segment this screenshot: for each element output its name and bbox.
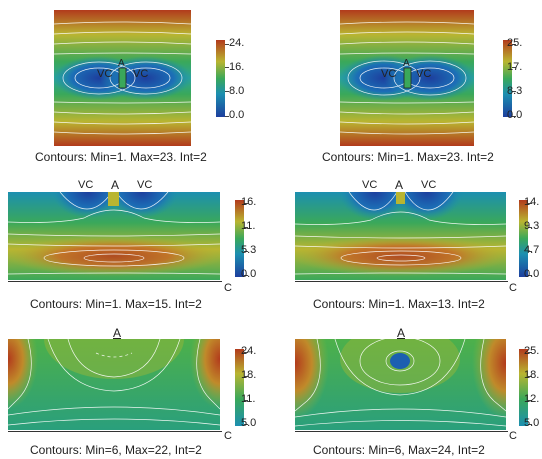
vc-right-label: VC: [416, 68, 432, 80]
vc-left-label: VC: [362, 179, 378, 191]
colorbar: [503, 40, 512, 117]
colorbar-tick: 25.: [524, 345, 540, 357]
colorbar: [235, 349, 244, 426]
c-label: C: [224, 282, 232, 294]
c-label: C: [509, 282, 517, 294]
c-label: C: [224, 430, 232, 442]
panel-caption: Contours: Min=1. Max=23. Int=2: [322, 150, 494, 164]
contour-plot: [295, 339, 506, 430]
colorbar-tick: 11.: [241, 393, 256, 405]
a-label: A: [397, 326, 406, 340]
colorbar-tick: 5.0: [241, 417, 257, 429]
colorbar-tick: 0.0: [241, 268, 257, 280]
colorbar-tick: 5.0: [524, 417, 540, 429]
colorbar-tick: 0.0: [229, 109, 245, 121]
contour-plot: [340, 10, 474, 146]
colorbar-tick: 5.3: [241, 244, 257, 256]
colorbar-tick: 25.: [507, 37, 523, 49]
contour-plot: [295, 192, 506, 280]
colorbar: [216, 40, 225, 117]
colorbar-tick: 4.7: [524, 244, 540, 256]
colorbar-tick: 8.3: [507, 85, 523, 97]
colorbar-tick: 18.: [241, 369, 257, 381]
a-label: A: [118, 58, 125, 69]
panel-caption: Contours: Min=6, Max=24, Int=2: [313, 443, 485, 457]
vc-right-label: VC: [137, 179, 153, 191]
vc-right-label: VC: [133, 68, 149, 80]
colorbar-tick: 18.: [524, 369, 540, 381]
colorbar-tick: 12.: [524, 393, 540, 405]
colorbar: [235, 200, 244, 277]
panel-caption: Contours: Min=1. Max=23. Int=2: [35, 150, 207, 164]
vc-left-label: VC: [381, 68, 397, 80]
colorbar: [519, 349, 528, 426]
colorbar-tick: 17.: [507, 61, 523, 73]
colorbar-tick: 16.: [241, 196, 257, 208]
panel-caption: Contours: Min=1. Max=15. Int=2: [30, 297, 202, 311]
colorbar-tick: 14.: [524, 196, 540, 208]
vc-right-label: VC: [421, 179, 437, 191]
a-label: A: [111, 178, 120, 192]
colorbar-tick: 24.: [229, 37, 245, 49]
colorbar-tick: 8.0: [229, 85, 245, 97]
panel-caption: Contours: Min=6, Max=22, Int=2: [30, 443, 202, 457]
vc-left-label: VC: [78, 179, 94, 191]
colorbar-tick: 16.: [229, 61, 245, 73]
colorbar-tick: 24.: [241, 345, 257, 357]
c-label: C: [509, 430, 517, 442]
colorbar-tick: 0.0: [507, 109, 523, 121]
vc-left-label: VC: [97, 68, 113, 80]
a-label: A: [403, 58, 410, 69]
colorbar-tick: 0.0: [524, 268, 540, 280]
contour-plot: [8, 339, 220, 430]
a-label: A: [395, 178, 404, 192]
contour-plot: [8, 192, 220, 280]
a-label: A: [113, 326, 122, 340]
colorbar-tick: 11.: [241, 220, 256, 232]
panel-caption: Contours: Min=1. Max=13. Int=2: [313, 297, 485, 311]
colorbar-tick: 9.3: [524, 220, 540, 232]
colorbar: [519, 200, 528, 277]
contour-plot: [54, 10, 191, 146]
